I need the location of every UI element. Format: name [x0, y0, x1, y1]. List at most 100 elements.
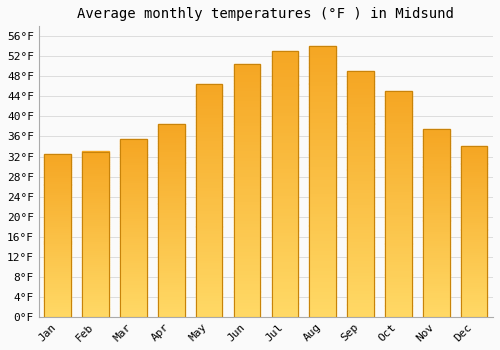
Bar — [120, 230, 146, 232]
Bar — [423, 293, 450, 296]
Bar — [385, 196, 411, 198]
Bar — [423, 277, 450, 279]
Bar — [44, 180, 71, 182]
Bar — [158, 232, 184, 235]
Bar — [461, 242, 487, 244]
Bar — [234, 124, 260, 127]
Bar — [120, 306, 146, 308]
Bar — [461, 151, 487, 153]
Bar — [158, 179, 184, 182]
Bar — [310, 232, 336, 236]
Bar — [423, 234, 450, 237]
Bar — [120, 234, 146, 237]
Bar — [423, 197, 450, 199]
Bar — [120, 246, 146, 248]
Bar — [234, 190, 260, 194]
Bar — [272, 177, 298, 181]
Bar — [234, 105, 260, 108]
Bar — [82, 288, 109, 290]
Bar — [158, 124, 184, 317]
Bar — [44, 201, 71, 203]
Bar — [196, 270, 222, 273]
Bar — [120, 270, 146, 272]
Bar — [44, 227, 71, 229]
Bar — [44, 231, 71, 233]
Bar — [44, 272, 71, 274]
Bar — [348, 219, 374, 222]
Bar — [385, 198, 411, 201]
Bar — [272, 64, 298, 68]
Bar — [44, 300, 71, 302]
Bar — [158, 298, 184, 300]
Bar — [461, 230, 487, 232]
Bar — [272, 144, 298, 148]
Bar — [310, 121, 336, 124]
Bar — [196, 90, 222, 93]
Bar — [158, 309, 184, 312]
Bar — [82, 174, 109, 176]
Bar — [272, 134, 298, 138]
Bar — [120, 205, 146, 208]
Bar — [44, 229, 71, 231]
Bar — [385, 212, 411, 215]
Bar — [385, 162, 411, 164]
Bar — [385, 303, 411, 306]
Bar — [158, 141, 184, 143]
Bar — [44, 162, 71, 164]
Bar — [423, 218, 450, 220]
Bar — [82, 156, 109, 158]
Bar — [348, 240, 374, 243]
Bar — [461, 246, 487, 249]
Bar — [385, 145, 411, 148]
Bar — [385, 283, 411, 286]
Bar — [310, 293, 336, 296]
Bar — [423, 190, 450, 192]
Bar — [234, 288, 260, 292]
Bar — [158, 182, 184, 184]
Bar — [461, 228, 487, 230]
Bar — [385, 221, 411, 224]
Bar — [385, 224, 411, 227]
Bar — [272, 284, 298, 287]
Bar — [310, 70, 336, 74]
Bar — [82, 228, 109, 230]
Bar — [158, 196, 184, 199]
Bar — [44, 292, 71, 294]
Bar — [310, 276, 336, 280]
Bar — [310, 188, 336, 192]
Bar — [82, 162, 109, 164]
Bar — [310, 290, 336, 293]
Bar — [310, 60, 336, 63]
Bar — [196, 267, 222, 270]
Bar — [461, 234, 487, 236]
Bar — [44, 187, 71, 189]
Bar — [196, 148, 222, 151]
Bar — [196, 244, 222, 247]
Bar — [158, 218, 184, 220]
Bar — [348, 197, 374, 200]
Bar — [158, 177, 184, 180]
Bar — [461, 166, 487, 168]
Bar — [82, 248, 109, 251]
Bar — [423, 274, 450, 277]
Bar — [234, 292, 260, 295]
Bar — [44, 211, 71, 213]
Bar — [234, 165, 260, 168]
Bar — [272, 217, 298, 220]
Bar — [82, 218, 109, 220]
Bar — [423, 145, 450, 148]
Bar — [461, 293, 487, 295]
Bar — [234, 260, 260, 263]
Bar — [82, 298, 109, 300]
Bar — [423, 188, 450, 190]
Bar — [158, 302, 184, 305]
Bar — [120, 226, 146, 228]
Bar — [234, 314, 260, 317]
Bar — [272, 75, 298, 78]
Bar — [310, 83, 336, 87]
Bar — [272, 151, 298, 154]
Bar — [272, 138, 298, 141]
Bar — [461, 304, 487, 306]
Bar — [158, 266, 184, 268]
Bar — [310, 198, 336, 202]
